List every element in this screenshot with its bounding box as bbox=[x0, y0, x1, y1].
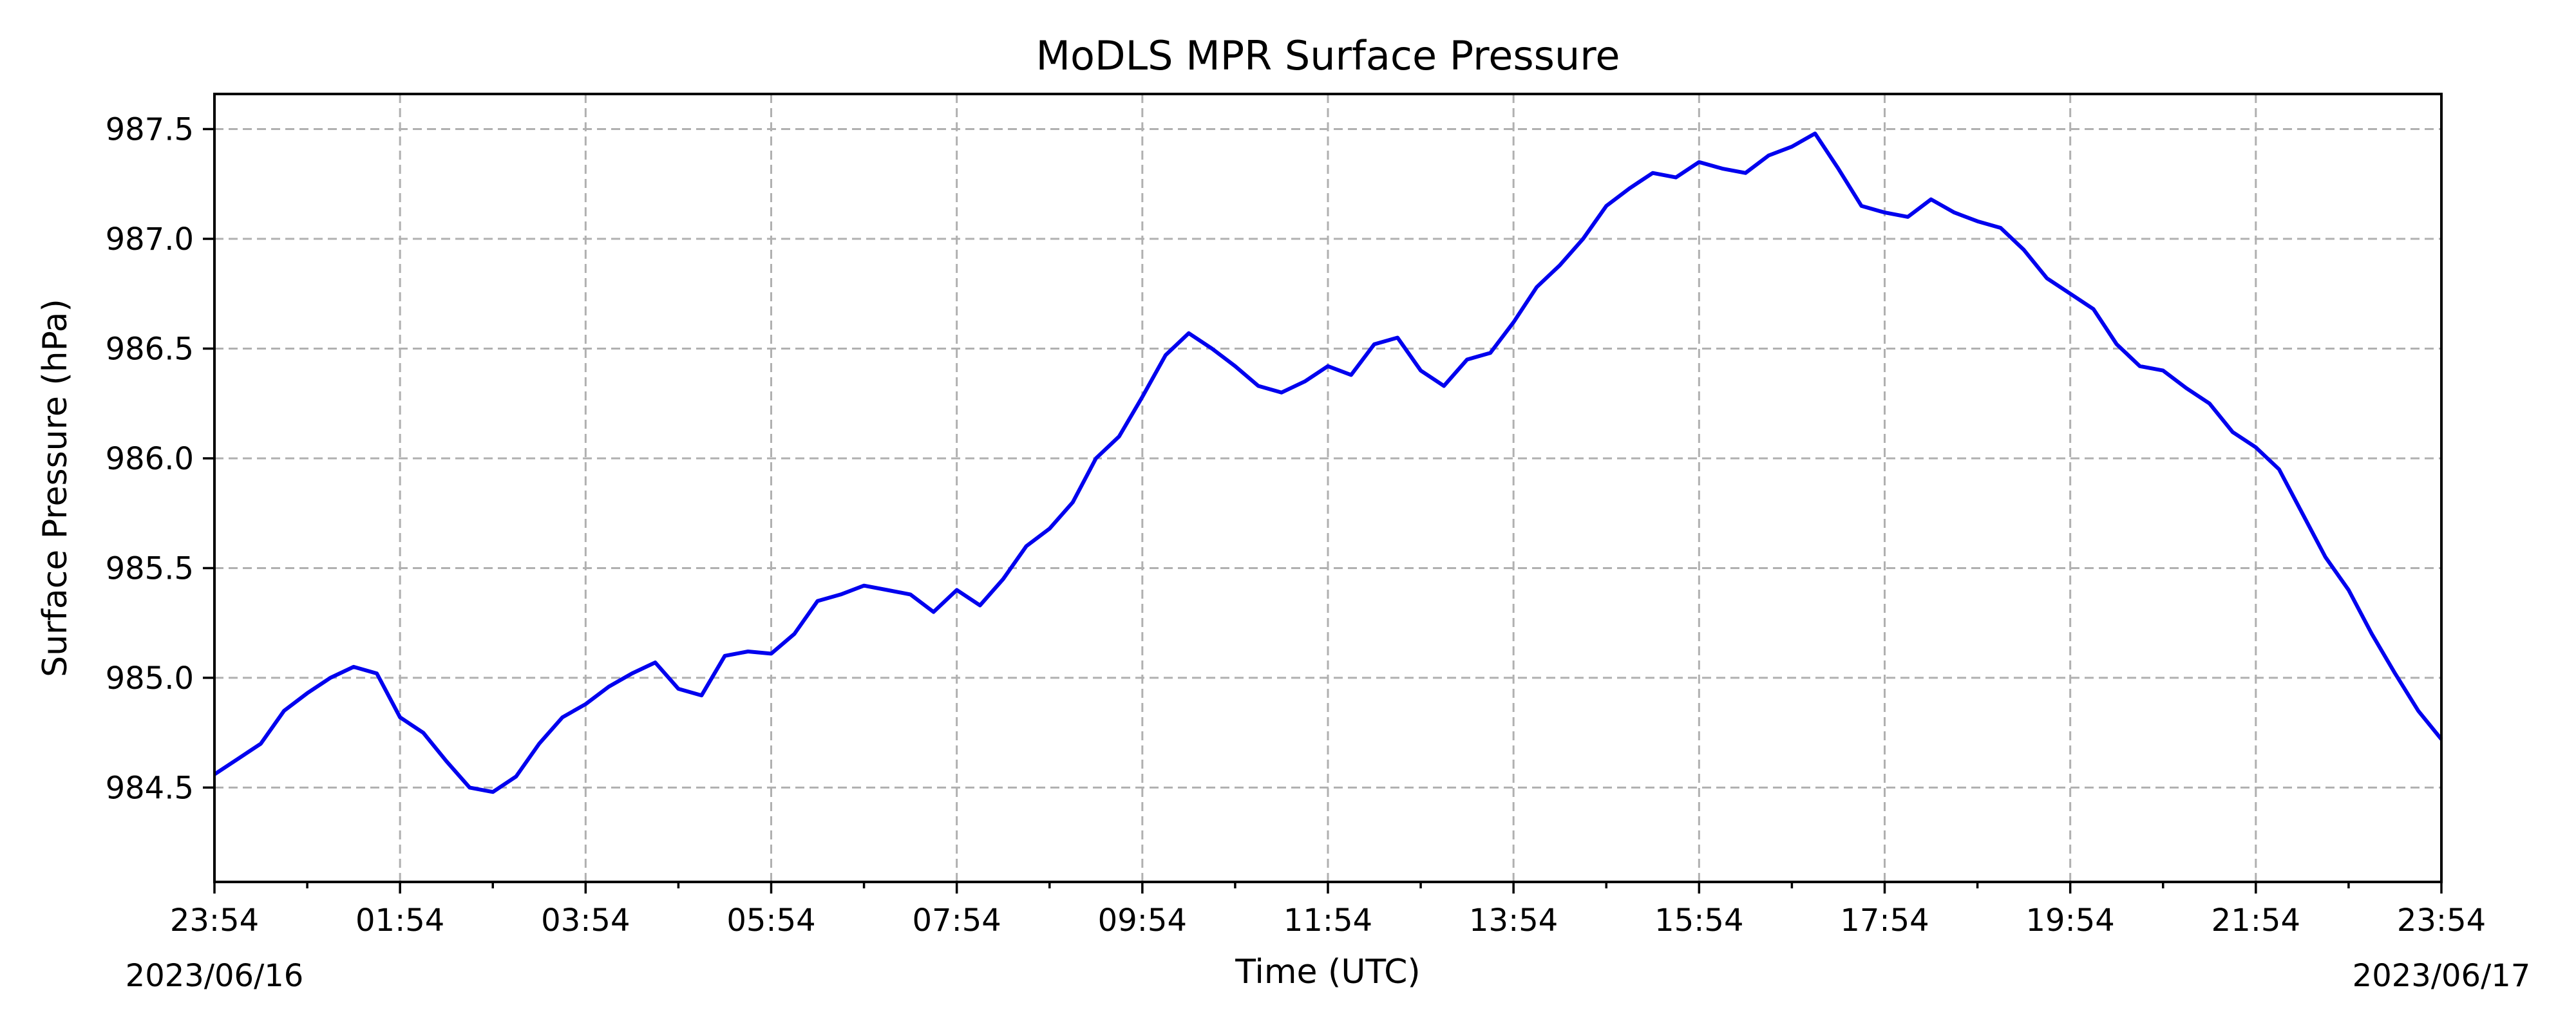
x-tick-label: 19:54 bbox=[2026, 903, 2115, 939]
grid-lines bbox=[214, 94, 2441, 882]
y-axis-label: Surface Pressure (hPa) bbox=[36, 299, 75, 677]
y-tick-label: 986.0 bbox=[106, 441, 194, 477]
x-tick-label: 09:54 bbox=[1098, 903, 1187, 939]
x-date-start-label: 2023/06/16 bbox=[126, 958, 304, 994]
x-tick-label: 05:54 bbox=[726, 903, 815, 939]
x-tick-label: 17:54 bbox=[1840, 903, 1929, 939]
chart-title: MoDLS MPR Surface Pressure bbox=[1036, 32, 1620, 79]
y-tick-label: 985.5 bbox=[106, 550, 194, 586]
x-tick-label: 03:54 bbox=[541, 903, 630, 939]
x-tick-label: 23:54 bbox=[170, 903, 259, 939]
x-tick-label: 23:54 bbox=[2397, 903, 2486, 939]
x-tick-label: 01:54 bbox=[355, 903, 444, 939]
y-tick-label: 984.5 bbox=[106, 770, 194, 806]
x-tick-label: 11:54 bbox=[1283, 903, 1372, 939]
plot-frame bbox=[213, 93, 2443, 883]
x-tick-label: 21:54 bbox=[2211, 903, 2300, 939]
y-tick-label: 985.0 bbox=[106, 660, 194, 697]
series-line-surface-pressure bbox=[213, 131, 2443, 794]
x-tick-label: 13:54 bbox=[1469, 903, 1558, 939]
y-tick-label: 987.5 bbox=[106, 112, 194, 148]
x-axis-label: Time (UTC) bbox=[1235, 953, 1420, 991]
y-tick-label: 987.0 bbox=[106, 221, 194, 258]
x-date-end-label: 2023/06/17 bbox=[2353, 958, 2531, 994]
y-tick-label: 986.5 bbox=[106, 331, 194, 367]
axis-ticks bbox=[203, 127, 2443, 894]
x-tick-label: 15:54 bbox=[1654, 903, 1743, 939]
x-tick-label: 07:54 bbox=[913, 903, 1001, 939]
